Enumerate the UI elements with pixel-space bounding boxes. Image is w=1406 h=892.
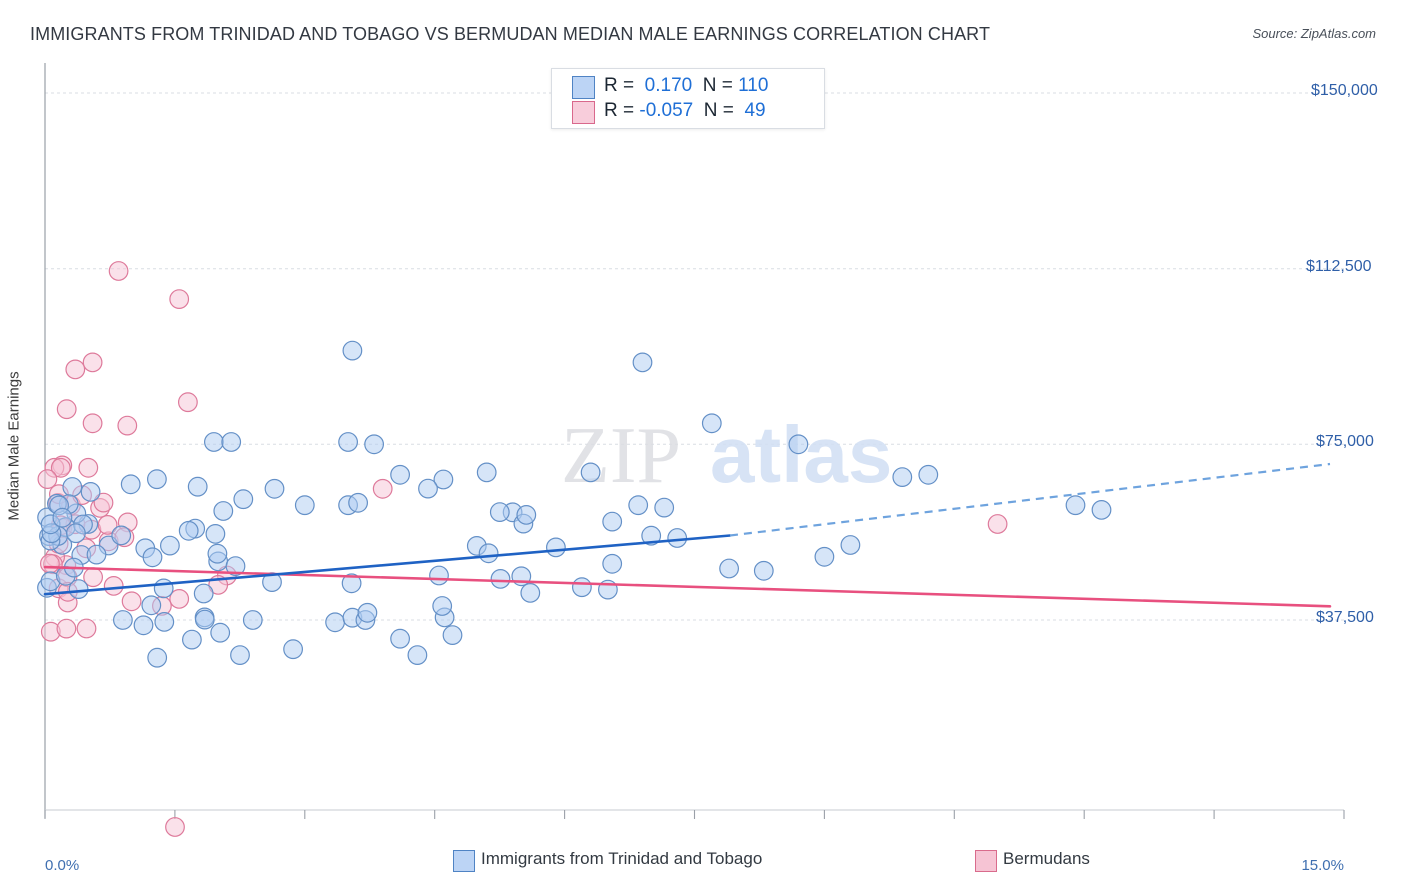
svg-text:atlas: atlas xyxy=(710,410,892,499)
svg-text:ZIP: ZIP xyxy=(561,412,681,500)
